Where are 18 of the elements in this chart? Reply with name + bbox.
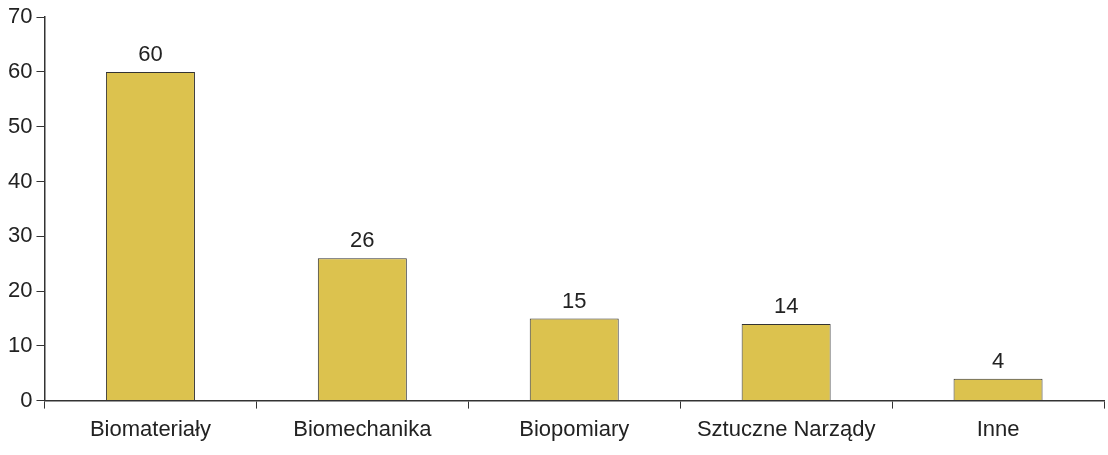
data-label: 15 <box>561 287 587 313</box>
x-tick-label: Sztuczne Narządy <box>696 415 876 441</box>
data-label: 26 <box>350 227 375 253</box>
x-tick-label: Biomechanika <box>293 415 433 441</box>
y-tick-label: 70 <box>7 3 33 29</box>
y-tick-label: 0 <box>20 386 33 412</box>
data-label: 4 <box>991 347 1005 373</box>
data-label: 14 <box>773 292 799 318</box>
y-tick-label: 20 <box>7 277 33 303</box>
x-tick-label: Inne <box>976 415 1020 441</box>
data-label: 60 <box>138 41 163 67</box>
x-tick-label: Biopomiary <box>519 415 630 441</box>
y-tick-label: 50 <box>7 112 33 138</box>
y-tick-label: 60 <box>7 58 33 84</box>
y-tick-label: 40 <box>7 167 33 193</box>
x-tick-label: Biomateriały <box>89 415 211 441</box>
y-tick-label: 30 <box>7 222 33 248</box>
y-tick-label: 10 <box>7 331 33 357</box>
